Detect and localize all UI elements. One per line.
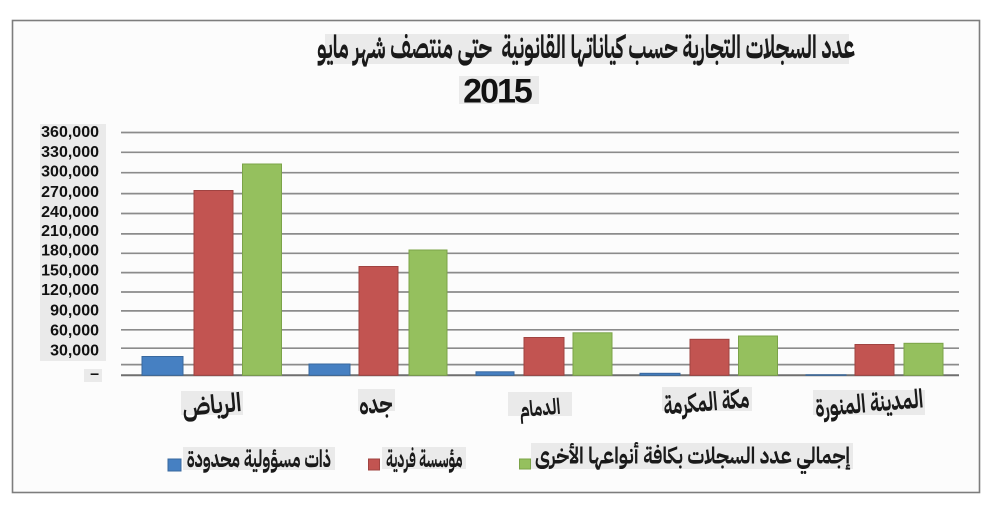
svg-text:150,000: 150,000: [41, 263, 99, 280]
svg-text:2015: 2015: [463, 73, 532, 111]
svg-text:300,000: 300,000: [41, 164, 99, 181]
svg-text:–: –: [90, 366, 99, 383]
svg-text:30,000: 30,000: [50, 343, 99, 360]
svg-text:330,000: 330,000: [41, 144, 99, 161]
svg-text:180,000: 180,000: [41, 243, 99, 260]
svg-text:360,000: 360,000: [41, 124, 99, 141]
svg-text:240,000: 240,000: [41, 204, 99, 221]
svg-text:210,000: 210,000: [41, 223, 99, 240]
svg-text:90,000: 90,000: [50, 303, 99, 320]
svg-text:60,000: 60,000: [50, 323, 99, 340]
svg-text:120,000: 120,000: [41, 282, 99, 299]
svg-text:270,000: 270,000: [41, 184, 99, 201]
